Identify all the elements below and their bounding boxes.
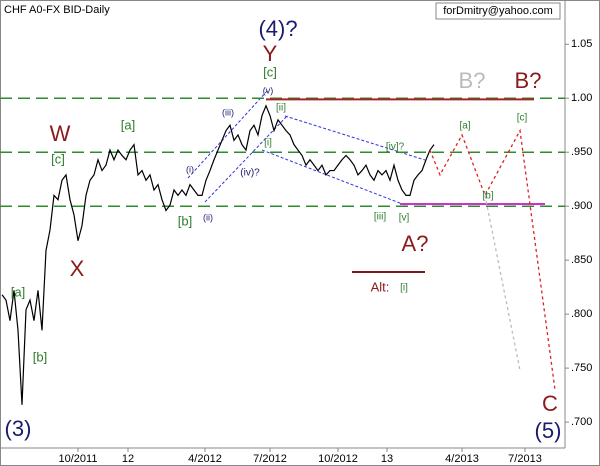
wave-label: (4)? xyxy=(258,16,297,41)
wave-label: [b] xyxy=(33,349,47,364)
wave-label: [b] xyxy=(482,191,493,202)
price-line xyxy=(1,104,435,405)
x-tick-label: 7/2013 xyxy=(508,453,542,465)
y-tick-label: .850 xyxy=(571,254,592,266)
wave-label: [c] xyxy=(517,113,528,124)
wave-label: (iv)? xyxy=(240,168,260,179)
wave-label: [iv]? xyxy=(386,142,405,153)
x-tick-label: 10/2011 xyxy=(59,453,98,465)
watermark-box xyxy=(435,2,561,20)
y-tick-label: .950 xyxy=(571,146,592,158)
wave-label: [ii] xyxy=(276,103,286,114)
wave-label: [v] xyxy=(399,213,410,224)
chart-title: CHF A0-FX BID-Daily xyxy=(4,4,110,16)
wave-label: (i) xyxy=(186,164,194,174)
wave-label: [i] xyxy=(400,283,408,294)
x-tick-label: 12 xyxy=(122,453,134,465)
wave-label: Alt: xyxy=(371,279,390,294)
projection-line xyxy=(429,128,556,390)
x-tick-label: 4/2012 xyxy=(188,453,222,465)
wave-label: (ii) xyxy=(203,212,213,222)
x-tick-label: 10/2012 xyxy=(318,453,358,465)
wave-label: [b] xyxy=(178,213,192,228)
wave-label: (iii) xyxy=(222,107,234,117)
wave-label: B? xyxy=(459,68,486,93)
y-tick-label: 1.00 xyxy=(571,92,592,104)
wave-label: X xyxy=(70,256,85,281)
watermark: forDmitry@yahoo.com xyxy=(443,5,553,17)
y-tick-label: 1.05 xyxy=(571,38,592,50)
wave-label: A? xyxy=(402,231,429,256)
x-tick-label: 4/2013 xyxy=(445,453,479,465)
wave-label: [c] xyxy=(263,64,277,79)
y-tick-label: .900 xyxy=(571,200,592,212)
x-tick-label: 13 xyxy=(381,453,393,465)
wave-label: [a] xyxy=(121,117,135,132)
y-tick-label: .700 xyxy=(571,416,592,428)
wave-label: (3) xyxy=(5,416,32,441)
x-tick-label: 7/2012 xyxy=(253,453,287,465)
y-tick-label: .800 xyxy=(571,308,592,320)
wave-label: C xyxy=(542,391,558,416)
wave-label: Y xyxy=(263,41,278,66)
wave-label: [iii] xyxy=(374,212,386,223)
y-tick-label: .750 xyxy=(571,362,592,374)
wave-label: [c] xyxy=(51,151,65,166)
wave-label: (5) xyxy=(535,418,562,443)
wave-label: [a] xyxy=(11,284,25,299)
wave-label: [i] xyxy=(264,138,272,149)
wave-label: W xyxy=(50,121,71,146)
wave-label: (v) xyxy=(263,85,274,95)
wave-label: [a] xyxy=(459,121,470,132)
wave-label: B? xyxy=(515,68,542,93)
